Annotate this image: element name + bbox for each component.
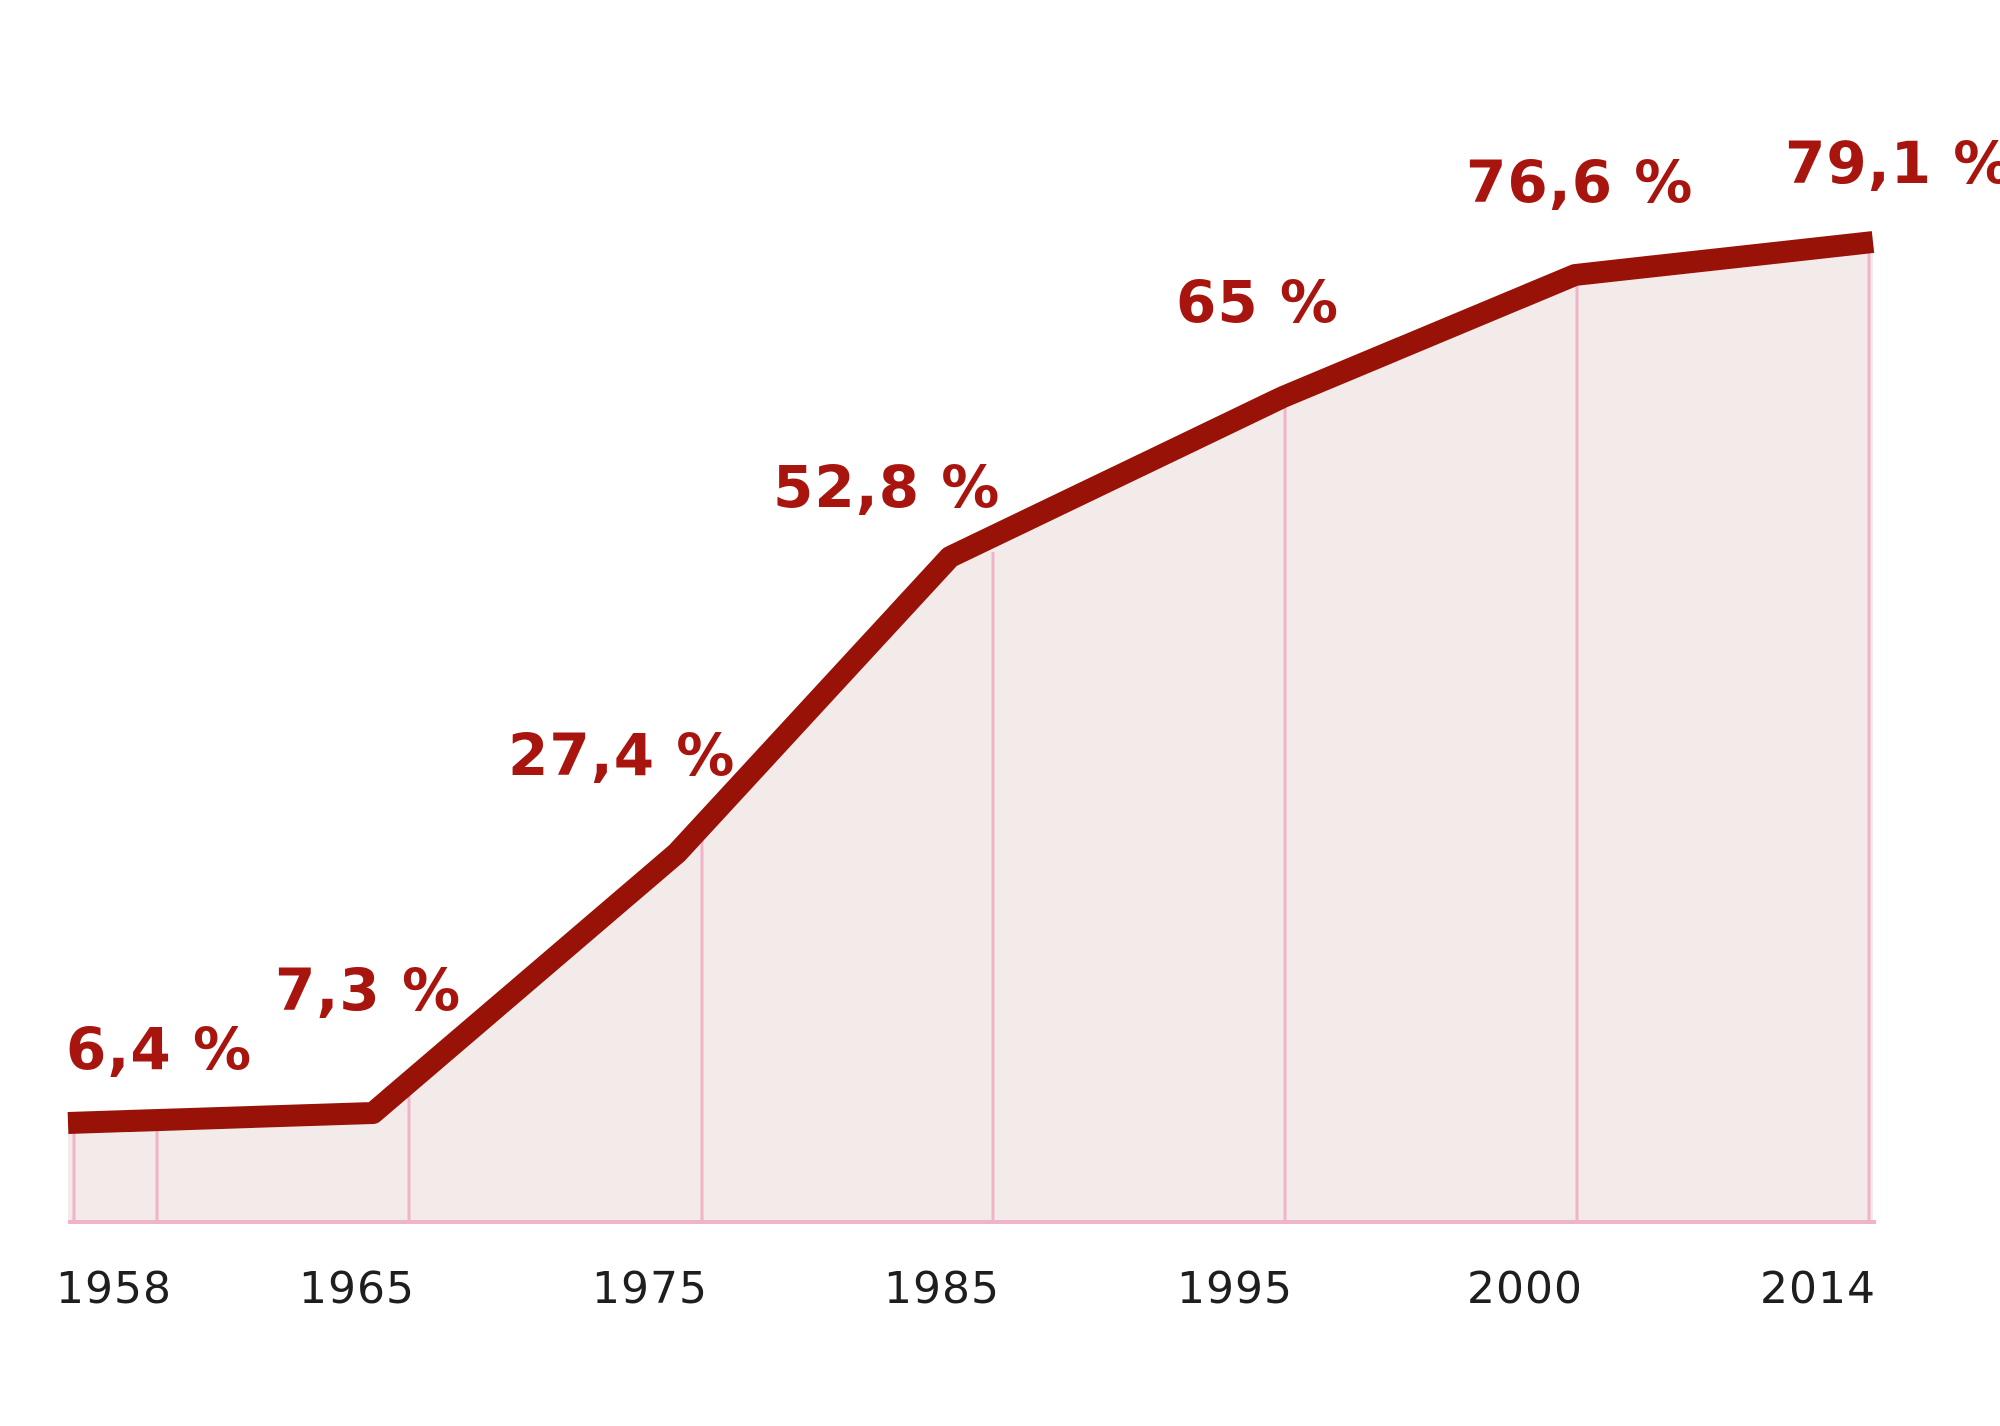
- x-tick-label-1985: 1985: [884, 1263, 1000, 1314]
- x-tick-label-1965: 1965: [299, 1263, 415, 1314]
- value-label-2000: 76,6 %: [1466, 148, 1693, 216]
- x-tick-label-1975: 1975: [592, 1263, 708, 1314]
- x-tick-label-1995: 1995: [1177, 1263, 1293, 1314]
- value-label-1958: 6,4 %: [66, 1015, 252, 1083]
- value-label-1995: 65 %: [1176, 268, 1339, 336]
- x-tick-label-1958: 1958: [56, 1263, 172, 1314]
- x-axis-labels: 1958 1965 1975 1985 1995 2000 2014: [56, 1263, 1876, 1314]
- value-labels: 6,4 % 7,3 % 27,4 % 52,8 % 65 % 76,6 % 79…: [66, 129, 2000, 1083]
- x-tick-label-2014: 2014: [1760, 1263, 1876, 1314]
- value-label-2014: 79,1 %: [1785, 129, 2000, 197]
- vertical-gridlines: [72, 252, 1871, 1222]
- value-label-1985: 52,8 %: [773, 453, 1000, 521]
- x-tick-label-2000: 2000: [1467, 1263, 1583, 1314]
- data-line: [67, 231, 1875, 1134]
- value-label-1975: 27,4 %: [508, 721, 735, 789]
- value-label-1965: 7,3 %: [275, 956, 461, 1024]
- area-fill: [68, 253, 1873, 1222]
